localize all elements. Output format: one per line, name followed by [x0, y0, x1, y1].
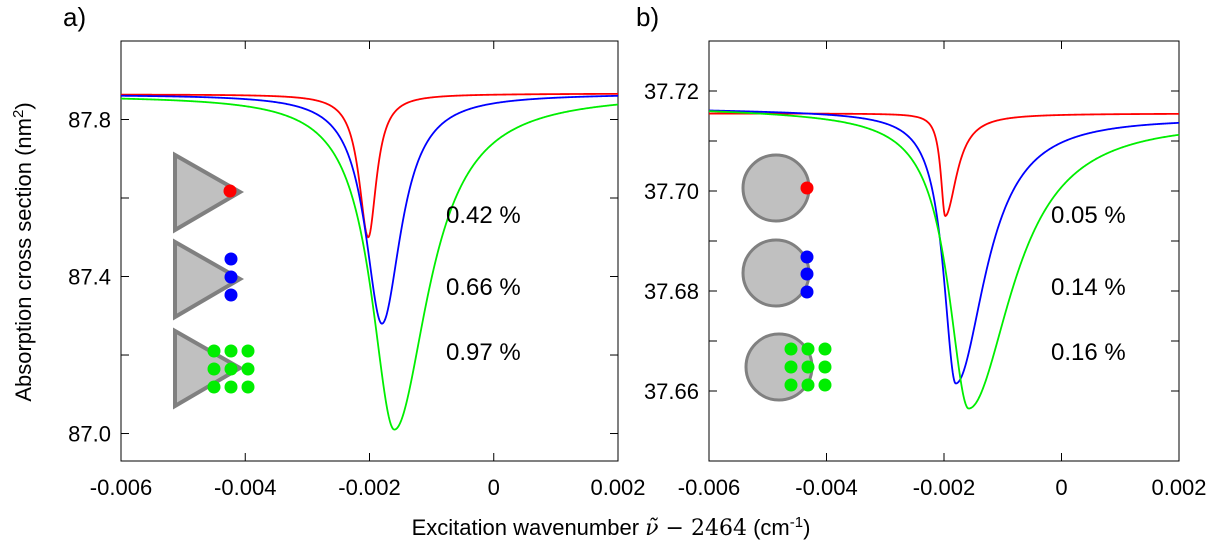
dot: [224, 344, 238, 358]
dot: [241, 362, 255, 376]
annotation-series2: 0.66 %: [446, 274, 521, 301]
panel-a: a) -0.006 -0.004 -0.002 0 0.00287.087.487.8 …: [63, 2, 646, 500]
circle-three-dots-icon: [741, 238, 814, 308]
dot: [784, 378, 798, 392]
y-tick-label: 87.8: [68, 108, 111, 133]
x-tick-label: 0.002: [1151, 475, 1206, 500]
circle-one-dot-icon: [741, 153, 814, 223]
x-tick-label: -0.002: [338, 475, 400, 500]
triangle-nine-dots-icon: [173, 327, 255, 410]
y-tick-label: 87.4: [68, 265, 111, 290]
series-line-2: [121, 94, 619, 325]
panel-a-insets: [173, 151, 255, 410]
dot: [801, 360, 815, 374]
dot: [241, 344, 255, 358]
y-tick-label: 37.66: [644, 379, 699, 404]
panel-b-annotations: 0.05 % 0.14 % 0.16 %: [1051, 202, 1126, 366]
dot: [207, 380, 221, 394]
y-tick-label: 37.68: [644, 279, 699, 304]
panel-b: b) -0.006 -0.004 -0.002 0 0.002 37.66 37.68 37.…: [636, 2, 1207, 500]
x-tick-label: 0: [488, 475, 500, 500]
annotation-series1: 0.05 %: [1051, 202, 1126, 229]
triangle-three-dots-icon: [173, 238, 245, 321]
circle-nine-dots-icon: [744, 332, 832, 402]
annotation-series3: 0.16 %: [1051, 339, 1126, 366]
series-line-3: [708, 110, 1180, 410]
triangle-one-dot-icon: [173, 151, 245, 234]
panel-a-curves: [120, 92, 619, 431]
x-tick-label: -0.006: [90, 475, 152, 500]
x-tick-label: 0.002: [590, 475, 645, 500]
y-tick-label: 37.70: [644, 179, 699, 204]
x-tick-label: -0.006: [678, 475, 740, 500]
dot: [801, 378, 815, 392]
annotation-series1: 0.42 %: [446, 202, 521, 229]
dot: [241, 380, 255, 394]
panel-b-insets: [741, 153, 832, 402]
annotation-series2: 0.14 %: [1051, 274, 1126, 301]
x-tick-label: -0.004: [795, 475, 857, 500]
series-line-3: [120, 97, 619, 431]
dot: [818, 360, 832, 374]
dot: [784, 342, 798, 356]
panel-b-label: b): [636, 2, 659, 32]
dot: [224, 362, 238, 376]
dot: [818, 378, 832, 392]
series-line-1: [120, 92, 618, 239]
panel-a-frame: [120, 40, 619, 462]
x-tick-label: 0: [1055, 475, 1067, 500]
annotation-series3: 0.97 %: [446, 339, 521, 366]
dot: [207, 362, 221, 376]
panel-a-ticks: -0.006 -0.004 -0.002 0 0.002 87.0 87.4 87.8: [68, 41, 646, 500]
dot: [224, 380, 238, 394]
series-line-1: [709, 112, 1179, 218]
x-tick-label: -0.002: [913, 475, 975, 500]
y-tick-label: 87.0: [68, 422, 111, 447]
x-axis-title: Excitation wavenumber ν̃ − 2464 (cm-1): [412, 514, 811, 541]
dot: [818, 342, 832, 356]
y-axis-title: Absorption cross section (nm2): [10, 102, 36, 401]
series-line-2: [708, 109, 1180, 385]
x-tick-label: -0.004: [214, 475, 276, 500]
panel-b-ticks: -0.006 -0.004 -0.002 0 0.002 37.66 37.68 37.70 3…: [644, 41, 1207, 500]
dot: [801, 342, 815, 356]
dot: [784, 360, 798, 374]
dot: [207, 344, 221, 358]
panel-a-label: a): [63, 2, 86, 32]
y-tick-label: 37.72: [644, 79, 699, 104]
panel-a-annotations: 0.42 % 0.66 % 0.97 %: [446, 202, 521, 366]
panel-b-curves: [708, 109, 1180, 410]
